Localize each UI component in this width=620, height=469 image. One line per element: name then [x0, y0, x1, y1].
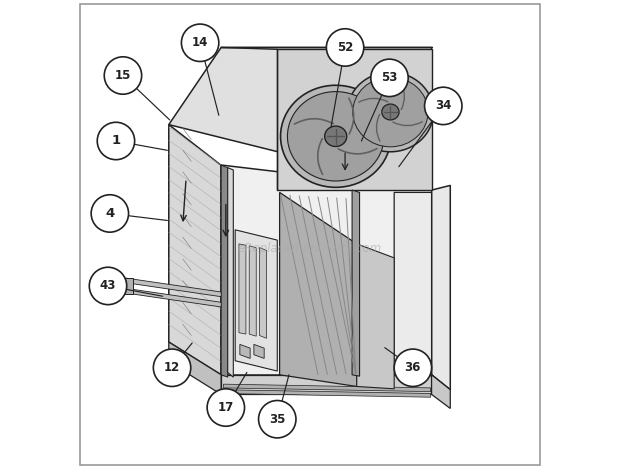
Ellipse shape	[382, 104, 399, 120]
Polygon shape	[254, 344, 264, 358]
Polygon shape	[260, 248, 267, 338]
Text: 43: 43	[100, 280, 116, 293]
Text: 15: 15	[115, 69, 131, 82]
Polygon shape	[221, 165, 432, 375]
Polygon shape	[356, 244, 394, 389]
Text: 52: 52	[337, 41, 353, 54]
Polygon shape	[125, 278, 133, 294]
Polygon shape	[221, 165, 228, 377]
Circle shape	[425, 87, 462, 125]
Circle shape	[97, 122, 135, 159]
Circle shape	[89, 267, 126, 305]
Text: 14: 14	[192, 36, 208, 49]
Polygon shape	[352, 190, 360, 376]
Ellipse shape	[353, 77, 428, 147]
Circle shape	[371, 59, 408, 97]
Polygon shape	[249, 246, 256, 336]
Polygon shape	[169, 125, 221, 375]
Polygon shape	[432, 375, 450, 394]
Polygon shape	[277, 49, 432, 190]
Text: 4: 4	[105, 207, 115, 220]
Circle shape	[259, 401, 296, 438]
Circle shape	[104, 57, 141, 94]
Circle shape	[153, 349, 191, 386]
Polygon shape	[221, 375, 432, 394]
Text: 35: 35	[269, 413, 285, 426]
Circle shape	[182, 24, 219, 61]
Text: eReplacementParts.com: eReplacementParts.com	[238, 242, 382, 255]
Ellipse shape	[347, 72, 433, 152]
Polygon shape	[125, 288, 221, 307]
Ellipse shape	[325, 126, 347, 146]
Polygon shape	[240, 344, 250, 358]
Polygon shape	[239, 244, 246, 334]
Polygon shape	[223, 384, 431, 392]
Polygon shape	[280, 192, 356, 386]
Circle shape	[207, 389, 244, 426]
Polygon shape	[235, 230, 277, 371]
Polygon shape	[394, 192, 432, 376]
Text: 17: 17	[218, 401, 234, 414]
Text: 53: 53	[381, 71, 397, 84]
Circle shape	[91, 195, 128, 232]
Text: 12: 12	[164, 361, 180, 374]
Polygon shape	[228, 167, 233, 377]
Polygon shape	[125, 278, 221, 297]
Text: 1: 1	[112, 135, 120, 147]
Circle shape	[394, 349, 432, 386]
Circle shape	[326, 29, 364, 66]
Ellipse shape	[280, 85, 391, 187]
Text: 36: 36	[405, 361, 421, 374]
Polygon shape	[432, 375, 450, 408]
Text: 34: 34	[435, 99, 451, 113]
Polygon shape	[223, 390, 431, 397]
Polygon shape	[432, 185, 450, 390]
Polygon shape	[169, 342, 221, 394]
Ellipse shape	[288, 91, 384, 181]
Polygon shape	[169, 47, 432, 190]
